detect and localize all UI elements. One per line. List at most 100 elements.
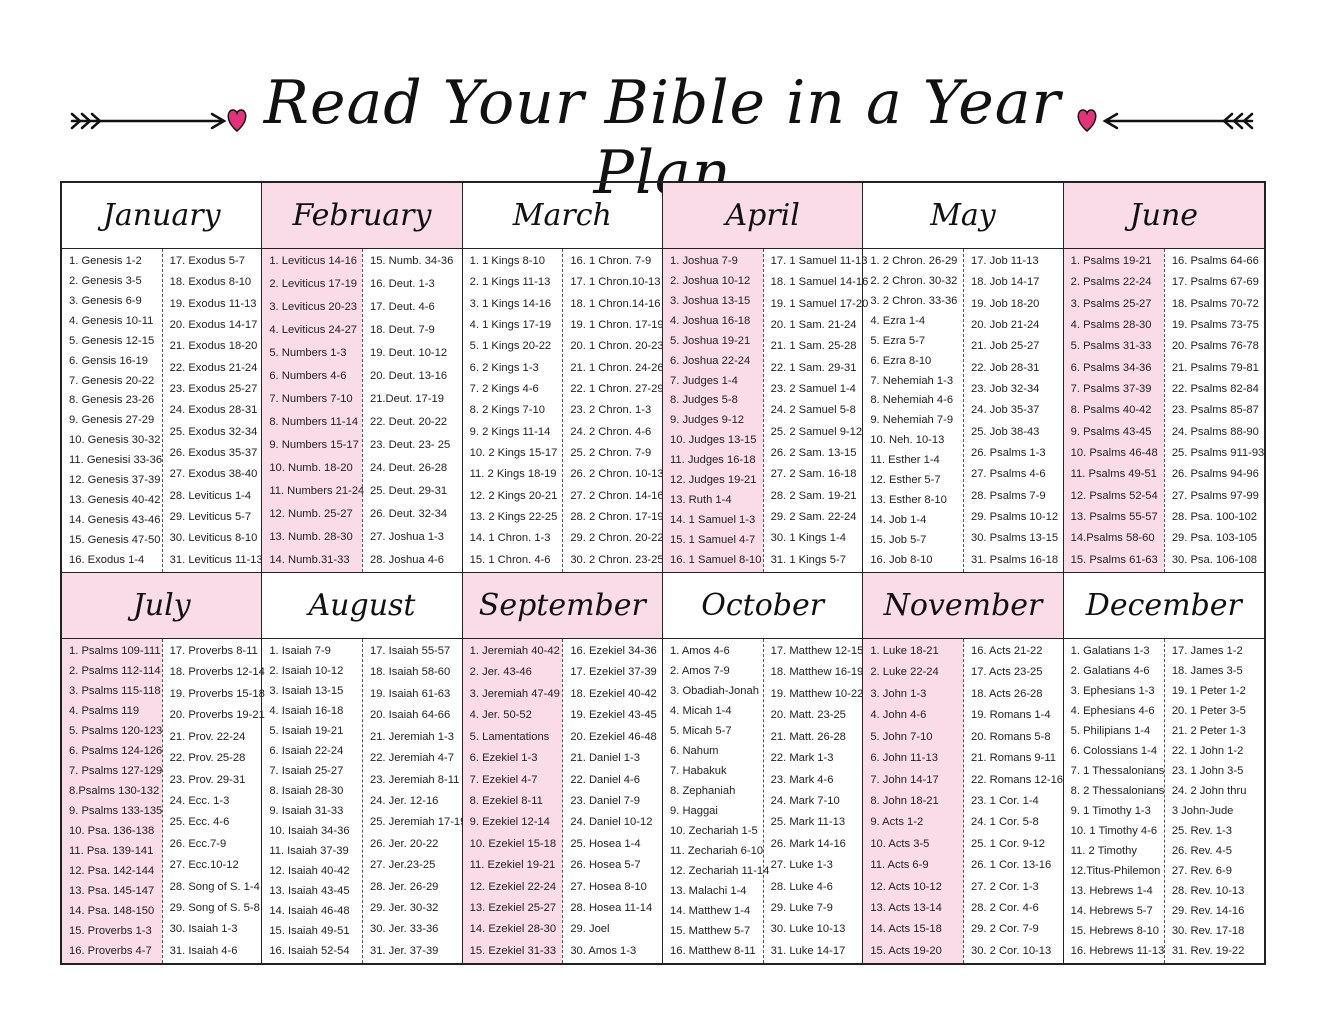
month-name: March	[462, 183, 662, 249]
reading-item: 15. Proverbs 1-3	[69, 925, 152, 937]
reading-item: 15. Numb. 34-36	[369, 255, 454, 267]
reading-item: 11. Ezekiel 19-21	[469, 859, 556, 872]
reading-item: 17. James 1-2	[1171, 645, 1243, 657]
reading-item: 5. Philipians 1-4	[1070, 725, 1151, 737]
reading-item: 8. Zephaniah	[670, 785, 736, 797]
reading-item: 7. Numbers 7-10	[269, 393, 353, 405]
reading-item: 21. 2 Peter 1-3	[1171, 725, 1246, 737]
reading-item: 10. Neh. 10-13	[870, 434, 945, 447]
reading-column: 16. Psalms 64-66 17. Psalms 67-69 18. Psal…	[1163, 249, 1264, 572]
reading-item: 25. 2 Chron. 7-9	[570, 447, 652, 460]
reading-item: 25. Job 38-43	[970, 425, 1040, 438]
reading-item: 4. Micah 1-4	[670, 705, 732, 717]
reading-item: 2. Psalms 22-24	[1070, 276, 1152, 289]
reading-item: 11. Genesisi 33-36	[69, 454, 163, 467]
reading-item: 4. Joshua 16-18	[670, 314, 751, 327]
reading-item: 9. Acts 1-2	[870, 816, 924, 829]
reading-item: 12. Isaiah 40-42	[269, 865, 350, 877]
month-name: October	[663, 573, 863, 639]
reading-item: 11. Esther 1-4	[870, 454, 940, 467]
reading-item: 18. Isaiah 58-60	[369, 666, 451, 679]
reading-item: 22. 1 John 1-2	[1171, 745, 1244, 757]
reading-item: 17. 1 Samuel 11-13	[770, 255, 868, 267]
reading-item: 6. Gensis 16-19	[69, 354, 148, 367]
reading-item: 10. Numb. 18-20	[269, 462, 353, 474]
reading-item: 9. Judges 9-12	[670, 414, 745, 427]
reading-item: 26. Psalms 94-96	[1171, 468, 1259, 481]
reading-item: 18. 1 Chron.14-16	[570, 297, 661, 310]
reading-item: 30. Amos 1-3	[570, 944, 637, 957]
reading-item: 15. Hebrews 8-10	[1070, 925, 1159, 937]
reading-item: 10. 1 Timothy 4-6	[1070, 825, 1158, 837]
reading-item: 5. Genesis 12-15	[69, 334, 155, 347]
reading-item: 13. Hebrews 1-4	[1070, 885, 1153, 897]
reading-item: 8. Genesis 23-26	[69, 394, 155, 407]
reading-item: 6. Joshua 22-24	[670, 354, 751, 367]
reading-item: 10. Psalms 46-48	[1070, 447, 1158, 460]
reading-item: 18. Matthew 16-19	[770, 666, 864, 679]
reading-item: 4. Genesis 10-11	[69, 314, 154, 327]
reading-item: 18. Acts 26-28	[970, 687, 1043, 700]
reading-item: 7. John 14-17	[870, 773, 939, 786]
reading-item: 3. 2 Chron. 33-36	[870, 294, 958, 307]
reading-item: 28. Leviticus 1-4	[169, 489, 252, 502]
reading-item: 3. Ephesians 1-3	[1070, 685, 1155, 697]
reading-item: 17. Isaiah 55-57	[369, 645, 451, 657]
month-name: June	[1063, 183, 1264, 249]
reading-item: 22. Romans 12-16	[970, 773, 1064, 786]
reading-item: 1. Jeremiah 40-42	[469, 645, 560, 657]
reading-column: 17. Exodus 5-7 18. Exodus 8-10 19. Exodus …	[161, 249, 263, 572]
reading-item: 24. Psalms 88-90	[1171, 425, 1259, 438]
reading-item: 24. Ecc. 1-3	[169, 794, 230, 807]
reading-item: 21. 1 Sam. 25-28	[770, 340, 857, 353]
reading-item: 13. 2 Kings 22-25	[469, 511, 558, 524]
month-cell: November 1. Luke 18-21 2. Luke 22-24 3. Joh…	[863, 573, 1064, 963]
reading-item: 8. Numbers 11-14	[269, 416, 359, 428]
reading-item: 24. 1 Cor. 5-8	[970, 816, 1039, 829]
reading-item: 4. Ephesians 4-6	[1070, 705, 1155, 717]
reading-item: 19. Romans 1-4	[970, 709, 1051, 722]
reading-item: 12. Psalms 52-54	[1070, 489, 1158, 502]
reading-item: 20. Matt. 23-25	[770, 709, 846, 722]
reading-item: 20. Psalms 76-78	[1171, 340, 1259, 353]
reading-item: 6. Numbers 4-6	[269, 370, 347, 382]
reading-item: 16. Exodus 1-4	[69, 553, 145, 566]
reading-column: 17. Isaiah 55-57 18. Isaiah 58-60 19. Isai…	[361, 639, 466, 963]
reading-item: 17. Ezekiel 37-39	[570, 666, 657, 679]
reading-item: 27. 2 Cor. 1-3	[970, 880, 1039, 893]
reading-item: 9. Genesis 27-29	[69, 414, 155, 427]
reading-item: 6. Ezekiel 1-3	[469, 752, 538, 765]
reading-item: 1. 2 Chron. 26-29	[870, 255, 958, 267]
reading-item: 10. Judges 13-15	[670, 434, 757, 447]
reading-item: 10. Ezekiel 15-18	[469, 837, 557, 850]
reading-item: 5. John 7-10	[870, 730, 933, 743]
reading-item: 9. Haggai	[670, 805, 718, 817]
month-name: April	[663, 183, 863, 249]
reading-item: 9. Ezekiel 12-14	[469, 816, 550, 829]
reading-item: 24. Deut. 26-28	[369, 462, 448, 474]
reading-item: 21. Exodus 18-20	[169, 340, 258, 353]
reading-item: 30. Rev. 17-18	[1171, 925, 1245, 937]
reading-item: 5. Lamentations	[469, 730, 550, 743]
reading-column: 17. Job 11-13 18. Job 14-17 19. Job 18-20 2…	[962, 249, 1063, 572]
reading-item: 20. 1 Chron. 20-23	[570, 340, 664, 353]
reading-item: 26. Deut. 32-34	[369, 508, 448, 520]
reading-item: 16. 1 Chron. 7-9	[570, 255, 652, 267]
reading-item: 21.Deut. 17-19	[369, 393, 444, 405]
reading-item: 26. Jer. 20-22	[369, 837, 439, 850]
reading-item: 13. Malachi 1-4	[670, 885, 747, 897]
reading-item: 16. Proverbs 4-7	[69, 945, 152, 957]
reading-item: 1. Galatians 1-3	[1070, 645, 1150, 657]
reading-item: 12. Psa. 142-144	[69, 865, 155, 877]
reading-item: 13. Psalms 55-57	[1070, 511, 1158, 524]
reading-item: 24. 2 Chron. 4-6	[570, 425, 652, 438]
reading-item: 14. Hebrews 5-7	[1070, 905, 1153, 917]
reading-item: 29. Leviticus 5-7	[169, 511, 252, 524]
month-name: February	[262, 183, 462, 249]
reading-item: 3. Genesis 6-9	[69, 294, 142, 307]
reading-item: 23. Psalms 85-87	[1171, 404, 1259, 417]
reading-item: 26. Ecc.7-9	[169, 837, 227, 850]
reading-item: 27. Luke 1-3	[770, 859, 833, 872]
reading-item: 9. Psalms 133-135	[69, 805, 163, 817]
